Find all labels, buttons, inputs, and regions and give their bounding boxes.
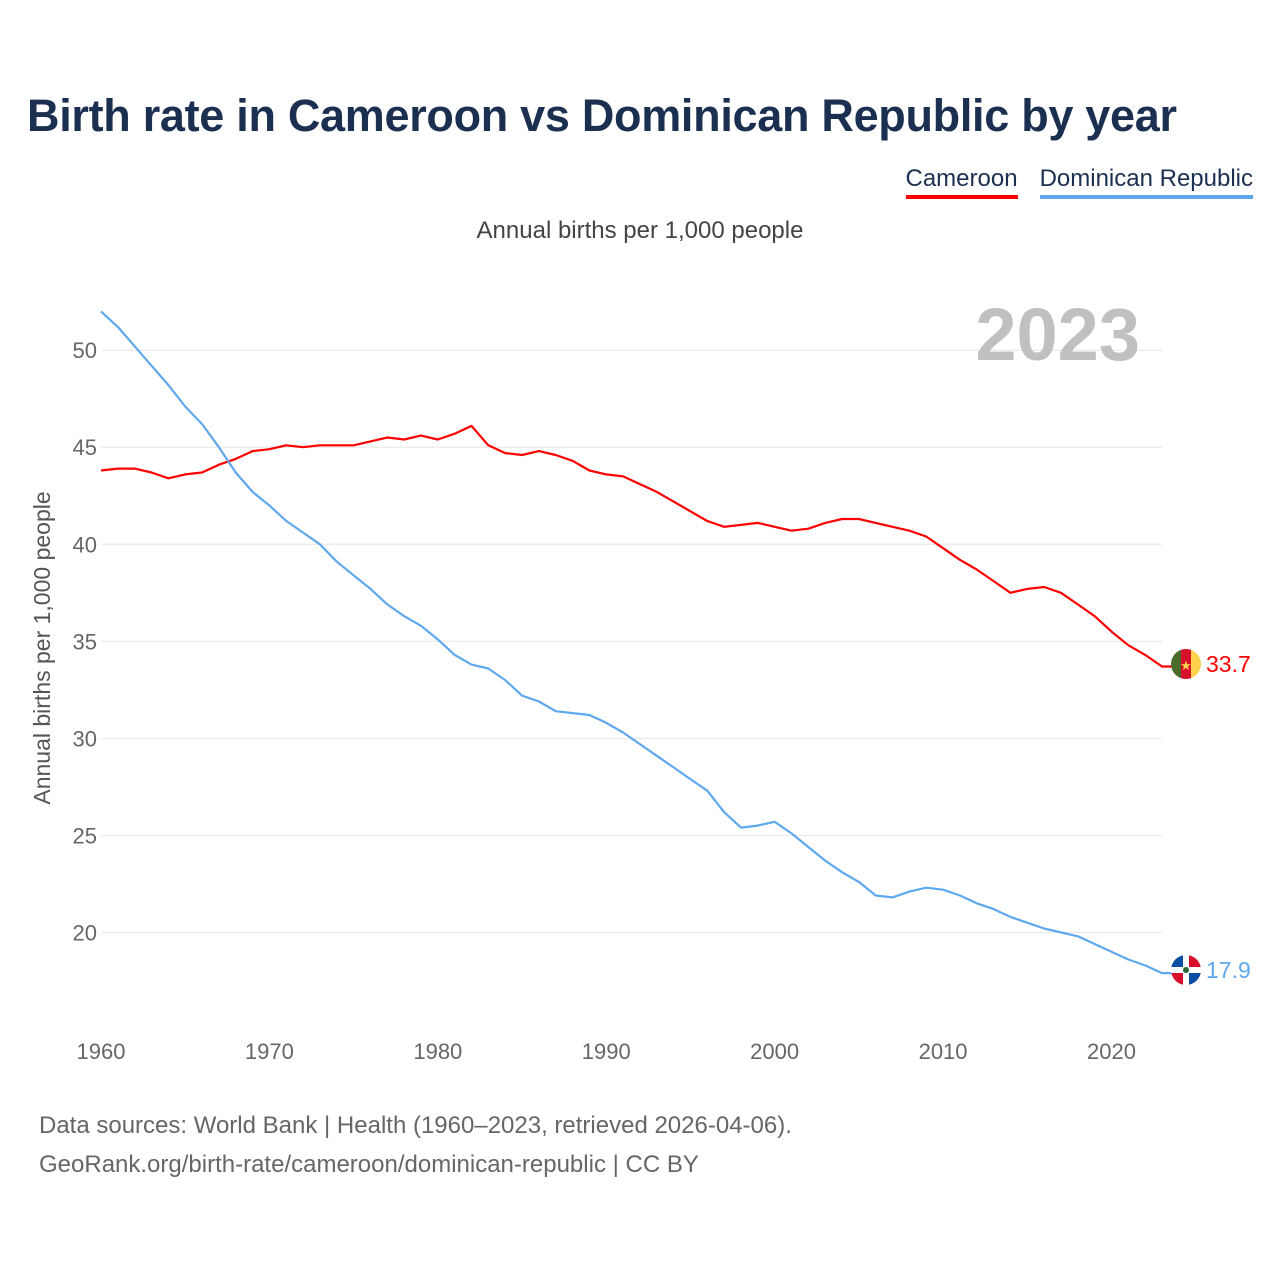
chart-subtitle: Annual births per 1,000 people bbox=[476, 217, 804, 244]
series-line-dominican-republic bbox=[100, 310, 1172, 975]
y-tick-label: 20 bbox=[73, 920, 97, 945]
y-tick-label: 40 bbox=[73, 532, 97, 557]
x-tick-label: 1960 bbox=[77, 1039, 126, 1064]
y-tick-label: 50 bbox=[73, 338, 97, 363]
y-axis-label: Annual births per 1,000 people bbox=[29, 491, 55, 804]
legend-dominican-republic[interactable]: Dominican Republic bbox=[1039, 165, 1253, 199]
year-watermark: 2023 bbox=[975, 293, 1140, 376]
footer: Data sources: World Bank | Health (1960–… bbox=[39, 1106, 792, 1184]
x-tick-label: 1990 bbox=[582, 1039, 631, 1064]
dominican-republic-end-label: 17.9 bbox=[1206, 957, 1251, 983]
legend-cameroon[interactable]: Cameroon bbox=[905, 165, 1018, 199]
series-line-cameroon bbox=[100, 424, 1172, 668]
cameroon-flag: ★ bbox=[1171, 649, 1201, 679]
y-tick-label: 35 bbox=[73, 629, 97, 654]
x-tick-label: 2020 bbox=[1087, 1039, 1136, 1064]
cameroon-end-label: 33.7 bbox=[1206, 651, 1251, 677]
x-tick-label: 2010 bbox=[919, 1039, 968, 1064]
x-tick-label: 1970 bbox=[245, 1039, 294, 1064]
svg-text:★: ★ bbox=[1180, 658, 1192, 673]
data-source: Data sources: World Bank | Health (1960–… bbox=[39, 1112, 792, 1139]
source-link[interactable]: GeoRank.org/birth-rate/cameroon/dominica… bbox=[39, 1151, 699, 1178]
chart-title: Birth rate in Cameroon vs Dominican Repu… bbox=[27, 90, 1177, 141]
x-tick-label: 1980 bbox=[413, 1039, 462, 1064]
x-tick-label: 2000 bbox=[750, 1039, 799, 1064]
y-tick-label: 25 bbox=[73, 823, 97, 848]
y-tick-label: 45 bbox=[73, 435, 97, 460]
legend: Cameroon Dominican Republic bbox=[905, 165, 1253, 199]
y-tick-label: 30 bbox=[73, 726, 97, 751]
dominican-republic-flag bbox=[1171, 955, 1201, 985]
